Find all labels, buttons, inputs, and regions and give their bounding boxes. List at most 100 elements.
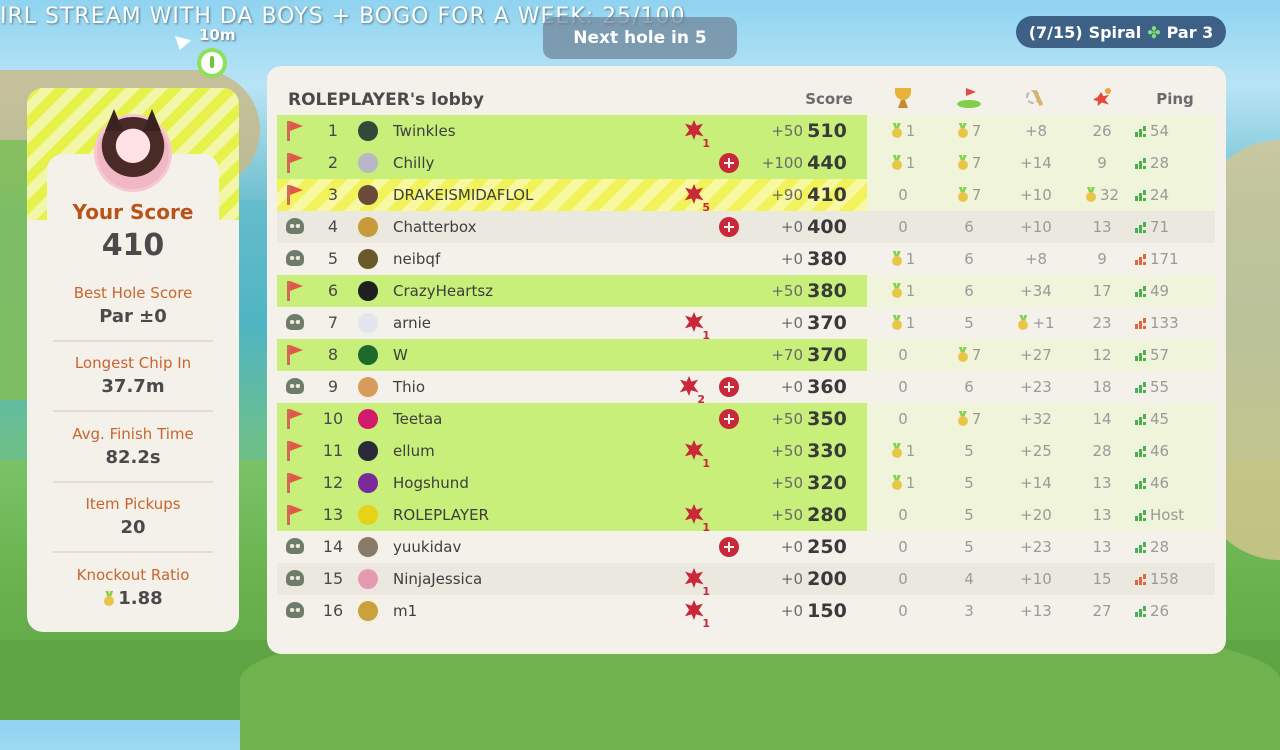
knockout-count: 5 [702,201,710,214]
player-rank: 14 [322,537,344,556]
player-avatar [358,505,378,525]
signal-bars-icon [1135,510,1147,521]
leaderboard-row[interactable]: 7 arnie 1 +0 370 1 5 +1 23 133 [277,307,1215,341]
player-name[interactable]: DRAKEISMIDAFLOL [393,186,534,204]
hole-points: +50 [771,122,803,140]
player-ping: 28 [1135,531,1215,563]
ping-value: 24 [1150,186,1170,204]
leaderboard-row[interactable]: 14 yuukidav +0 250 0 5 +23 13 28 [277,531,1215,563]
player-name[interactable]: Hogshund [393,474,469,492]
hole-points: +70 [771,346,803,364]
medal-icon [957,123,969,138]
stat-cell-c1: 1 [873,147,933,179]
stat-value: 82.2s [105,447,161,468]
player-name[interactable]: Teetaa [393,410,443,428]
stat-cell-c3: +13 [1006,595,1066,627]
hole-points: +0 [780,250,803,268]
player-name[interactable]: arnie [393,314,431,332]
divider [53,410,213,412]
stat-cell-value: 0 [898,218,908,236]
player-name[interactable]: NinjaJessica [393,570,483,588]
player-name[interactable]: Twinkles [393,122,456,140]
leaderboard-row[interactable]: 13 ROLEPLAYER 1 +50 280 0 5 +20 13 Host [277,499,1215,534]
player-score: 370 [807,312,847,334]
player-score: 250 [807,536,847,558]
signal-bars-icon [1135,382,1147,393]
course-name: Spiral [1088,22,1142,42]
leaderboard-row[interactable]: 5 neibqf +0 380 1 6 +8 9 171 [277,243,1215,275]
medal-icon [891,443,903,458]
leaderboard-row[interactable]: 9 Thio 2 +0 360 0 6 +23 18 55 [277,371,1215,406]
leaderboard-row[interactable]: 15 NinjaJessica 1 +0 200 0 4 +10 15 158 [277,563,1215,597]
player-name[interactable]: CrazyHeartsz [393,282,494,300]
player-score: 330 [807,440,847,462]
medal-icon [891,315,903,330]
leaderboard-row[interactable]: 10 Teetaa +50 350 0 7 +32 14 45 [277,403,1215,435]
medal-icon [1017,315,1029,330]
hole-points: +100 [761,154,803,172]
stat-cell-value: +13 [1020,602,1052,620]
ping-value: 45 [1150,410,1170,428]
player-avatar [358,409,378,429]
leaderboard-row[interactable]: 6 CrazyHeartsz +50 380 1 6 +34 17 49 [277,275,1215,307]
skull-icon [283,371,305,403]
stat-cell-value: +14 [1020,474,1052,492]
player-score: 370 [807,344,847,366]
player-name[interactable]: W [393,346,408,364]
stat-knockout-ratio: Knockout Ratio 1.88 [27,566,239,609]
flag-icon [283,179,305,211]
player-name[interactable]: Chatterbox [393,218,477,236]
player-ping: 46 [1135,435,1215,467]
medal-icon [1085,187,1097,202]
hole-points: +50 [771,410,803,428]
stat-cell-c2: 7 [939,179,999,211]
stat-cell-c3: +10 [1006,179,1066,211]
stat-cell-value: 13 [1092,474,1112,492]
flag-icon [175,36,191,50]
stat-cell-value: 13 [1092,538,1112,556]
player-name[interactable]: ellum [393,442,435,460]
player-rank: 9 [327,377,339,396]
player-score: 320 [807,472,847,494]
stat-cell-c1: 0 [873,499,933,531]
player-ping: 49 [1135,275,1215,307]
leaderboard-row[interactable]: 2 Chilly +100 440 1 7 +14 9 28 [277,147,1215,179]
hole-info: (7/15) Spiral ✤ Par 3 [1016,16,1226,48]
trophy-icon [890,86,916,110]
stat-cell-c2: 5 [939,499,999,531]
player-avatar [358,601,378,621]
player-score: 200 [807,568,847,590]
player-name[interactable]: Thio [393,378,426,396]
leaderboard-row[interactable]: 11 ellum 1 +50 330 1 5 +25 28 46 [277,435,1215,469]
stat-cell-c1: 0 [873,179,933,211]
leaderboard-row[interactable]: 16 m1 1 +0 150 0 3 +13 27 26 [277,595,1215,629]
flag-icon [283,147,305,179]
stat-cell-c2: 6 [939,211,999,243]
signal-bars-icon [1135,446,1147,457]
signal-bars-icon [1135,254,1147,265]
player-name[interactable]: m1 [393,602,418,620]
player-name[interactable]: yuukidav [393,538,462,556]
leaderboard-row[interactable]: 8 W +70 370 0 7 +27 12 57 [277,339,1215,371]
player-avatar [358,217,378,237]
leaderboard-row[interactable]: 12 Hogshund +50 320 1 5 +14 13 46 [277,467,1215,499]
player-score: 360 [807,376,847,398]
player-name[interactable]: neibqf [393,250,441,268]
knockout-count: 2 [697,393,705,406]
shield-icon [718,371,740,403]
leaderboard-row[interactable]: 1 Twinkles 1 +50 510 1 7 +8 26 54 [277,115,1215,149]
player-name[interactable]: Chilly [393,154,435,172]
stat-cell-c4: 13 [1072,467,1132,499]
stat-cell-value: 14 [1092,410,1112,428]
stat-cell-c2: 3 [939,595,999,627]
hole-points: +90 [771,186,803,204]
player-rank: 2 [327,153,339,172]
leaderboard-row[interactable]: 3 DRAKEISMIDAFLOL 5 +90 410 0 7 +10 32 24 [277,179,1215,214]
leaderboard-row[interactable]: 4 Chatterbox +0 400 0 6 +10 13 71 [277,211,1215,243]
player-name[interactable]: ROLEPLAYER [393,506,489,524]
stat-cell-c1: 0 [873,371,933,403]
knockout-count: 1 [702,521,710,534]
divider [53,340,213,342]
stat-cell-c4: 15 [1072,563,1132,595]
stat-cell-c1: 0 [873,403,933,435]
